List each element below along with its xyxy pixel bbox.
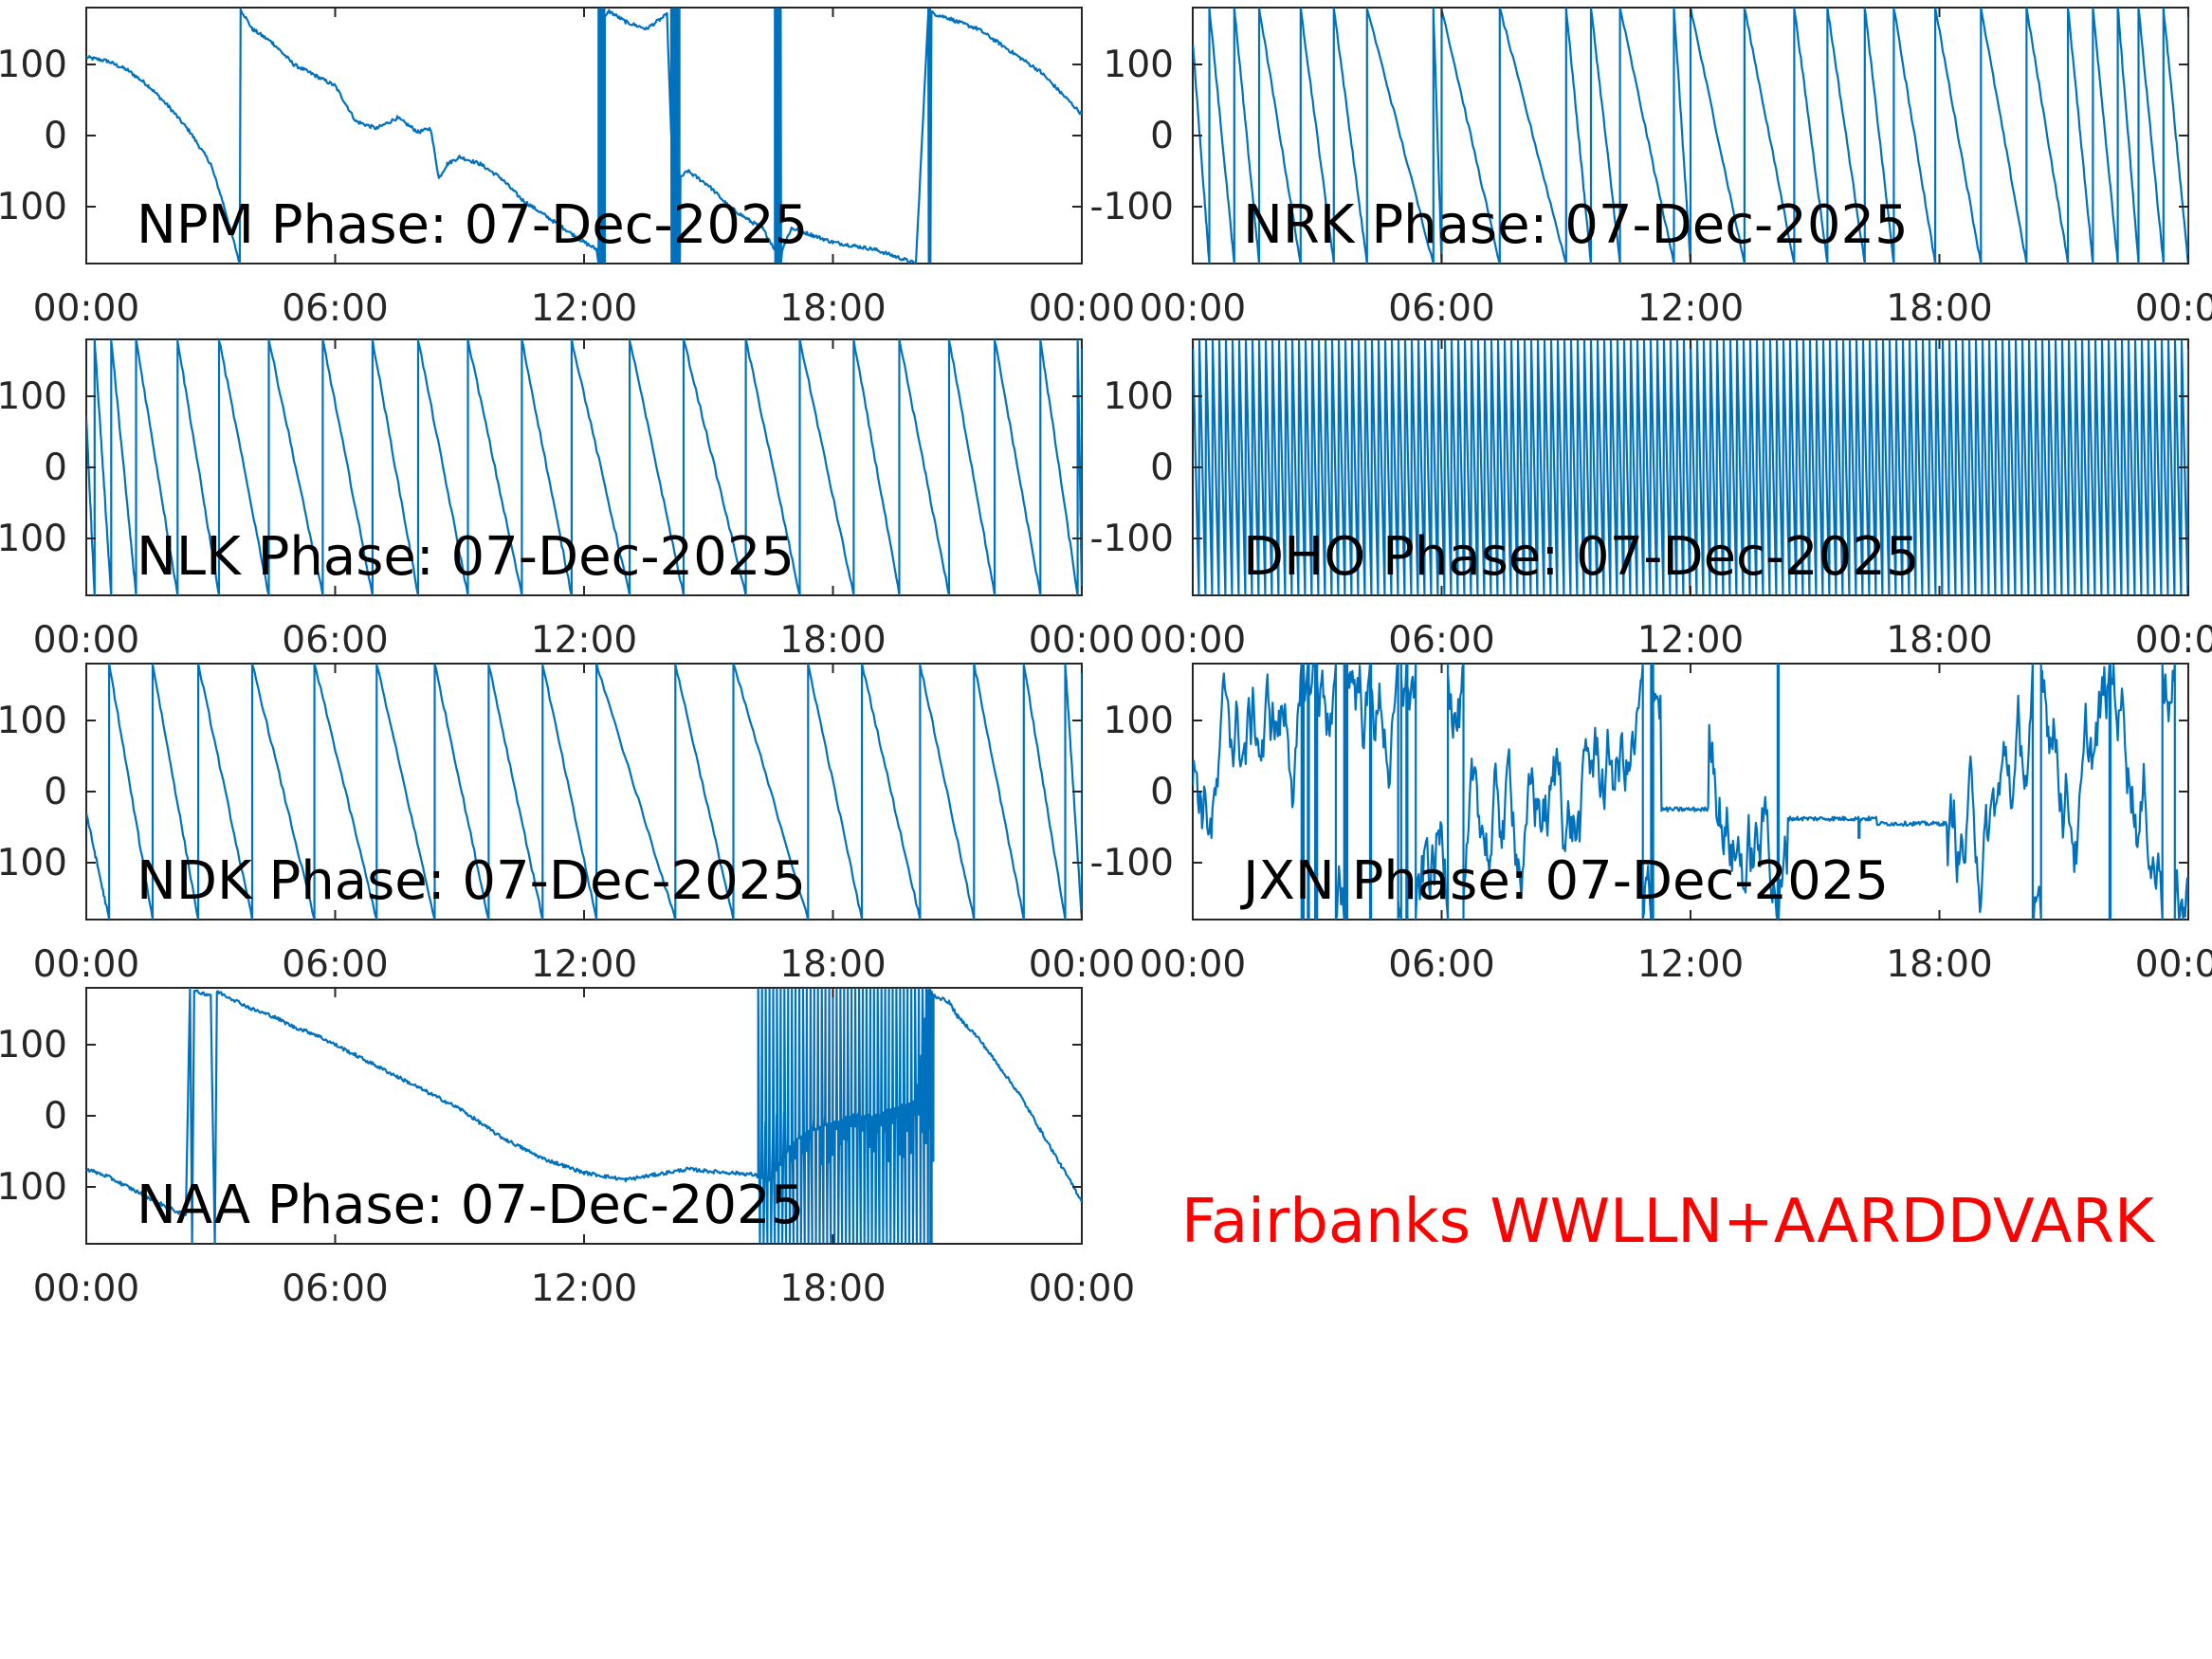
- y-tick-label: 0: [1150, 771, 1174, 813]
- y-tick-label: 100: [0, 1024, 67, 1066]
- y-tick-label: 100: [1104, 44, 1174, 86]
- x-tick-label: 00:00: [2135, 619, 2212, 662]
- panel-title-nlk: NLK Phase: 07-Dec-2025: [137, 526, 795, 588]
- site-label: Fairbanks WWLLN+AARDDVARK: [1181, 1187, 2156, 1257]
- y-tick-label: -100: [1089, 842, 1174, 884]
- x-tick-label: 12:00: [531, 619, 637, 662]
- y-tick-label: -100: [0, 842, 67, 884]
- axes-box: [85, 338, 1083, 596]
- x-tick-label: 06:00: [282, 1267, 388, 1310]
- y-tick-label: -100: [0, 186, 67, 228]
- x-tick-label: 12:00: [531, 287, 637, 330]
- x-tick-label: 00:00: [33, 1267, 139, 1310]
- y-tick-label: 100: [0, 700, 67, 742]
- x-tick-label: 06:00: [282, 619, 388, 662]
- y-tick-label: 100: [0, 375, 67, 418]
- panel-naa: 00:00 06:00 12:00 18:00 00:00 100 0 -100 NAA Pha…: [0, 987, 1135, 1310]
- y-tick-label: 0: [44, 115, 67, 157]
- x-tick-label: 06:00: [282, 943, 388, 986]
- y-tick-label: -100: [1089, 518, 1174, 560]
- y-tick-label: 100: [1104, 700, 1174, 742]
- panel-title-jxn: JXN Phase: 07-Dec-2025: [1240, 850, 1889, 912]
- x-tick-label: 06:00: [1388, 943, 1494, 986]
- x-tick-label: 00:00: [1029, 943, 1135, 986]
- x-tick-label: 12:00: [531, 943, 637, 986]
- phase-trace: [1193, 339, 2188, 595]
- x-tick-label: 12:00: [1637, 943, 1744, 986]
- x-tick-label: 00:00: [1140, 287, 1246, 330]
- phase-trace: [86, 664, 1082, 920]
- panel-npm: 00:00 06:00 12:00 18:00 00:00 100 0 -100 NPM Pha…: [0, 7, 1135, 330]
- x-tick-label: 18:00: [1886, 287, 1992, 330]
- x-tick-label: 06:00: [1388, 287, 1494, 330]
- phase-trace: [1193, 664, 2188, 920]
- x-tick-label: 00:00: [33, 943, 139, 986]
- x-tick-label: 18:00: [779, 1267, 886, 1310]
- x-tick-label: 00:00: [1140, 943, 1246, 986]
- x-tick-label: 00:00: [33, 287, 139, 330]
- panel-dho: 00:00 06:00 12:00 18:00 00:00 100 0 -100 DHO Pha…: [1089, 338, 2212, 662]
- x-tick-label: 12:00: [531, 1267, 637, 1310]
- y-tick-label: 0: [1150, 115, 1174, 157]
- y-tick-label: -100: [1089, 186, 1174, 228]
- panel-title-dho: DHO Phase: 07-Dec-2025: [1243, 526, 1920, 588]
- x-tick-label: 00:00: [33, 619, 139, 662]
- x-tick-label: 00:00: [1140, 619, 1246, 662]
- y-tick-label: 0: [44, 771, 67, 813]
- x-tick-label: 18:00: [1886, 619, 1992, 662]
- x-tick-label: 12:00: [1637, 287, 1744, 330]
- phase-trace: [1193, 8, 2188, 264]
- panel-title-naa: NAA Phase: 07-Dec-2025: [137, 1175, 804, 1236]
- y-tick-label: 0: [44, 447, 67, 489]
- x-tick-label: 00:00: [2135, 287, 2212, 330]
- phase-trace: [86, 339, 1082, 595]
- x-tick-label: 06:00: [282, 287, 388, 330]
- y-tick-label: 100: [1104, 375, 1174, 418]
- x-tick-label: 00:00: [1029, 1267, 1135, 1310]
- panel-nrk: 00:00 06:00 12:00 18:00 00:00 100 0 -100 NRK Pha…: [1089, 7, 2212, 330]
- x-tick-label: 18:00: [779, 287, 886, 330]
- x-tick-label: 00:00: [1029, 619, 1135, 662]
- y-tick-label: -100: [0, 518, 67, 560]
- y-tick-label: 100: [0, 44, 67, 86]
- panel-ndk: 00:00 06:00 12:00 18:00 00:00 100 0 -100 NDK Pha…: [0, 663, 1135, 986]
- x-tick-label: 18:00: [1886, 943, 1992, 986]
- panel-title-ndk: NDK Phase: 07-Dec-2025: [137, 850, 806, 912]
- phase-trace: [86, 8, 1082, 264]
- axes-box: [1192, 663, 2189, 921]
- panel-title-npm: NPM Phase: 07-Dec-2025: [137, 194, 808, 256]
- x-tick-label: 12:00: [1637, 619, 1744, 662]
- x-tick-label: 18:00: [779, 619, 886, 662]
- x-tick-label: 06:00: [1388, 619, 1494, 662]
- x-tick-label: 00:00: [2135, 943, 2212, 986]
- y-tick-label: -100: [0, 1166, 67, 1209]
- axes-box: [85, 7, 1083, 264]
- x-tick-label: 00:00: [1029, 287, 1135, 330]
- phase-trace: [86, 988, 1082, 1244]
- panel-title-nrk: NRK Phase: 07-Dec-2025: [1243, 194, 1909, 256]
- panel-nlk: 00:00 06:00 12:00 18:00 00:00 100 0 -100 NLK Pha…: [0, 338, 1135, 662]
- panel-jxn: 00:00 06:00 12:00 18:00 00:00 100 0 -100 JXN Pha…: [1089, 663, 2212, 986]
- x-tick-label: 18:00: [779, 943, 886, 986]
- y-tick-label: 0: [44, 1095, 67, 1138]
- y-tick-label: 0: [1150, 447, 1174, 489]
